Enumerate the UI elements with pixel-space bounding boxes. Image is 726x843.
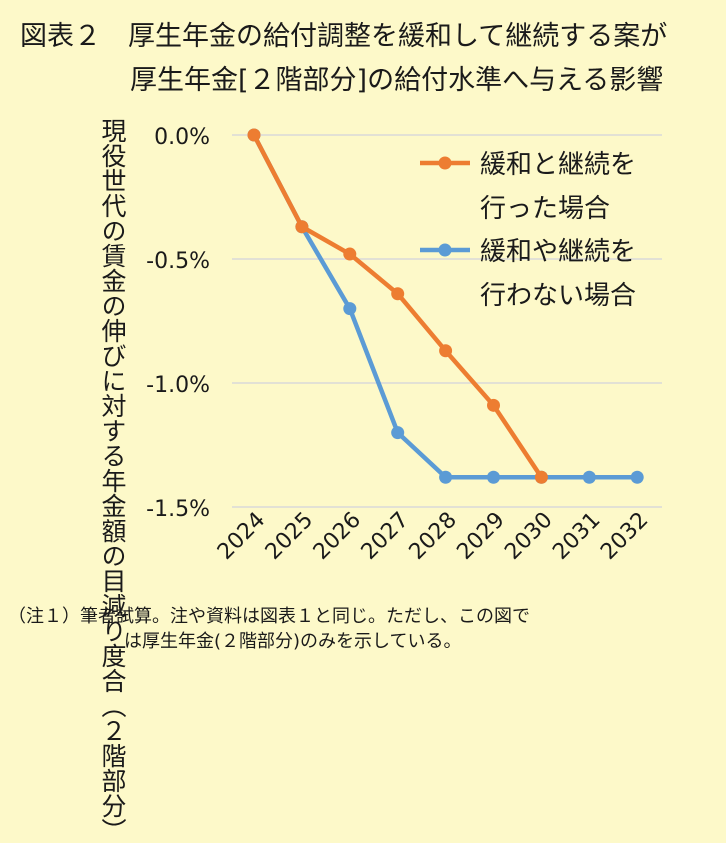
title-line-1: 図表２ 厚生年金の給付調整を緩和して継続する案が	[20, 21, 668, 52]
x-tick-label: 2031	[548, 508, 605, 565]
legend-label: 行わない場合	[480, 281, 636, 311]
footnote-line-1: （注１）筆者試算。注や資料は図表１と同じ。ただし、この図で	[8, 606, 530, 627]
legend-swatch-marker	[438, 243, 452, 257]
data-point	[630, 470, 644, 484]
y-tick-label: 0.0%	[154, 125, 210, 150]
data-point	[391, 287, 405, 301]
line-chart: 0.0%-0.5%-1.0%-1.5% 202420252026202720282…	[146, 125, 662, 565]
x-tick-label: 2028	[405, 508, 462, 565]
data-point	[582, 470, 596, 484]
data-point	[343, 247, 357, 261]
x-tick-label: 2029	[452, 508, 509, 565]
x-tick-label: 2024	[213, 508, 270, 565]
data-point	[439, 344, 453, 358]
data-point	[439, 470, 453, 484]
x-tick-label: 2027	[357, 508, 414, 565]
legend-label: 行った場合	[480, 194, 610, 224]
y-tick-label: -1.5%	[146, 497, 210, 522]
x-tick-label: 2025	[261, 508, 318, 565]
data-point	[534, 470, 548, 484]
title-line-2: 厚生年金[２階部分]の給付水準へ与える影響	[130, 65, 664, 96]
footnote-line-2: は厚生年金(２階部分)のみを示している。	[124, 631, 462, 652]
x-tick-label: 2030	[500, 508, 557, 565]
y-tick-label: -1.0%	[146, 373, 210, 398]
data-point	[343, 302, 357, 316]
data-point	[295, 220, 309, 234]
legend-swatch-marker	[438, 156, 452, 170]
y-tick-label: -0.5%	[146, 249, 210, 274]
data-point	[247, 128, 261, 142]
data-point	[391, 426, 405, 440]
data-point	[487, 398, 500, 412]
x-tick-label: 2032	[596, 508, 653, 565]
data-point	[487, 470, 500, 484]
legend-label: 緩和と継続を	[480, 150, 636, 180]
legend-label: 緩和や継続を	[480, 237, 636, 267]
x-tick-label: 2026	[309, 508, 366, 565]
